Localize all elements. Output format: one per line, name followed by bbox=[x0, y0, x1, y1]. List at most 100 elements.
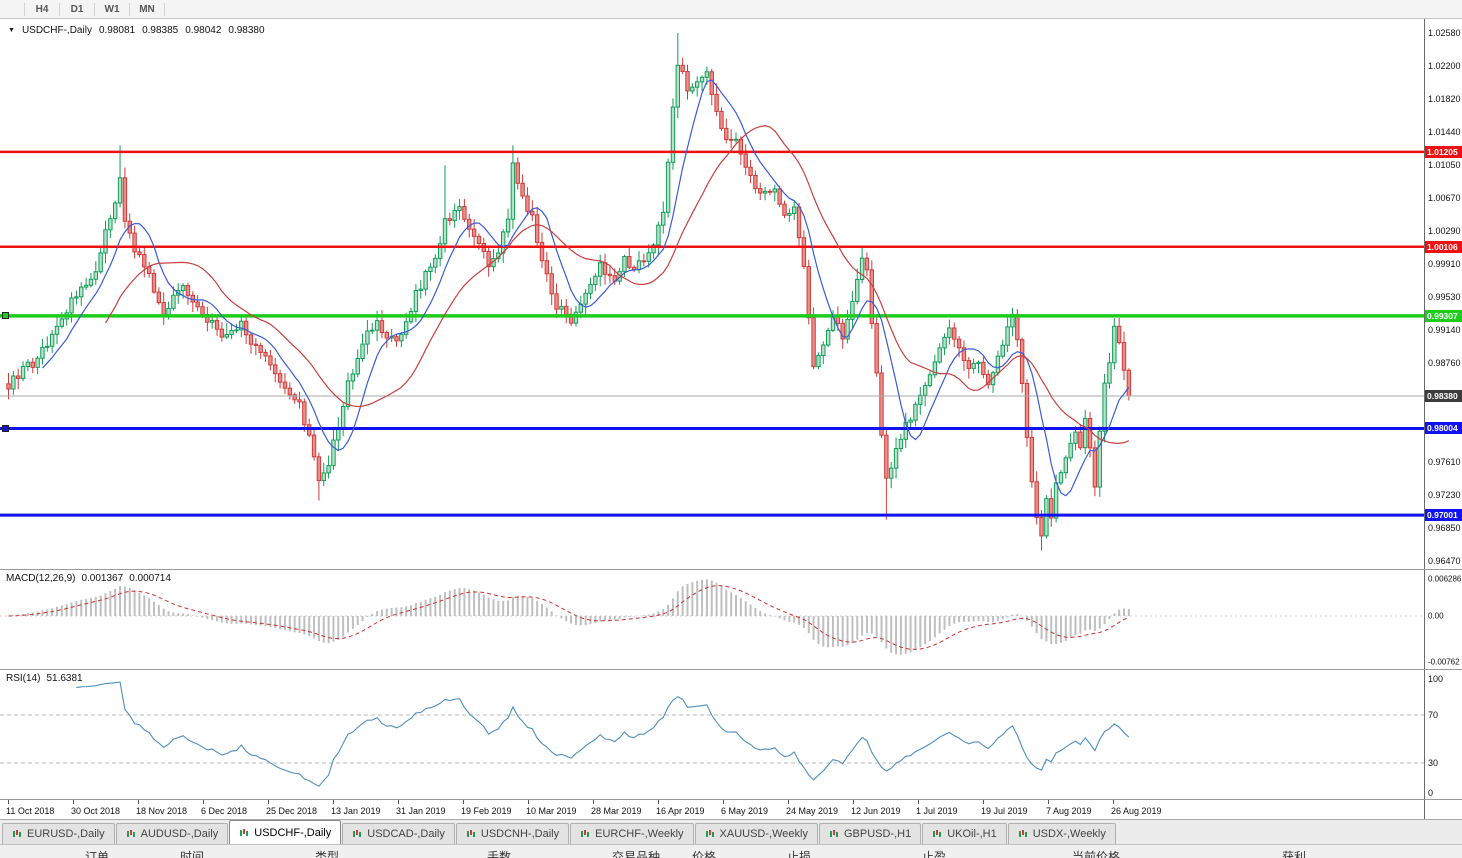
macd-indicator[interactable] bbox=[0, 570, 1424, 669]
date-label: 11 Oct 2018 bbox=[6, 806, 55, 816]
rsi-plot[interactable]: RSI(14) 51.6381 bbox=[0, 670, 1424, 799]
candlestick-chart[interactable] bbox=[0, 19, 1424, 569]
date-tick-mark bbox=[1113, 800, 1114, 804]
ohlc-low: 0.98042 bbox=[185, 25, 222, 36]
status-column-label: 手数 bbox=[487, 850, 512, 858]
status-column-label: 当前价格 bbox=[1072, 850, 1121, 858]
tab-label: USDCAD-,Daily bbox=[367, 828, 445, 840]
mini-chart-icon bbox=[12, 829, 22, 839]
rsi-name: RSI(14) bbox=[6, 673, 41, 684]
mini-chart-icon bbox=[466, 829, 476, 839]
price-tick: 1.00290 bbox=[1428, 225, 1461, 236]
rsi-axis-label: 30 bbox=[1428, 758, 1439, 768]
price-tick: 1.02580 bbox=[1428, 28, 1461, 38]
date-label: 18 Nov 2018 bbox=[136, 806, 188, 816]
mini-chart-icon bbox=[580, 829, 590, 839]
date-tick-mark bbox=[853, 800, 854, 804]
timeframe-button-mn[interactable]: MN bbox=[129, 2, 165, 16]
price-axis[interactable]: 1.02580 1.02200 1.01820 1.01440 1.01050 1.006… bbox=[1424, 19, 1462, 569]
price-tick: 0.99530 bbox=[1428, 291, 1461, 302]
macd-name: MACD(12,26,9) bbox=[6, 573, 76, 584]
rsi-axis-label: 100 bbox=[1428, 674, 1444, 684]
status-column-label: 类型 bbox=[315, 850, 340, 858]
status-column-label: 获利 bbox=[1282, 850, 1307, 858]
date-tick-mark bbox=[203, 800, 204, 804]
date-label: 12 Jun 2019 bbox=[851, 806, 901, 816]
hline-price-tag: 1.01205 bbox=[1425, 145, 1462, 158]
date-label: 25 Dec 2018 bbox=[266, 806, 318, 816]
macd-plot[interactable]: MACD(12,26,9) 0.001367 0.000714 bbox=[0, 570, 1424, 669]
chart-tab-gbpusd-h1[interactable]: GBPUSD-,H1 bbox=[818, 823, 922, 844]
mini-chart-icon bbox=[932, 829, 942, 839]
chart-tab-usdchf-daily[interactable]: USDCHF-,Daily bbox=[229, 820, 342, 844]
mini-chart-icon bbox=[352, 829, 362, 839]
tab-label: XAUUSD-,Weekly bbox=[719, 828, 808, 840]
macd-axis-label: 0.00 bbox=[1428, 611, 1444, 621]
price-tick: 0.98760 bbox=[1428, 358, 1461, 369]
date-tick-mark bbox=[1048, 800, 1049, 804]
timeframe-button-w1[interactable]: W1 bbox=[94, 2, 129, 16]
rsi-label: RSI(14) 51.6381 bbox=[6, 673, 83, 684]
chart-tab-eurusd-daily[interactable]: EURUSD-,Daily bbox=[2, 823, 115, 844]
date-tick-mark bbox=[333, 800, 334, 804]
date-tick-mark bbox=[593, 800, 594, 804]
price-tick: 0.99140 bbox=[1428, 325, 1461, 336]
rsi-indicator[interactable] bbox=[0, 670, 1424, 799]
date-label: 6 Dec 2018 bbox=[201, 806, 248, 816]
mini-chart-icon bbox=[1018, 829, 1028, 839]
symbol-label: USDCHF-,Daily bbox=[21, 25, 92, 36]
date-label: 28 Mar 2019 bbox=[591, 806, 642, 816]
date-label: 6 May 2019 bbox=[721, 806, 769, 816]
timeframe-button-h4[interactable]: H4 bbox=[24, 2, 59, 16]
date-label: 16 Apr 2019 bbox=[656, 806, 705, 816]
timeframe-button-d1[interactable]: D1 bbox=[59, 2, 94, 16]
chart-tab-xauusd-weekly[interactable]: XAUUSD-,Weekly bbox=[694, 823, 818, 844]
rsi-axis-label: 0 bbox=[1428, 788, 1434, 798]
mini-chart-icon bbox=[829, 829, 839, 839]
date-label: 1 Jul 2019 bbox=[916, 806, 958, 816]
price-tick: 0.96470 bbox=[1428, 556, 1461, 566]
chart-tab-usdcad-daily[interactable]: USDCAD-,Daily bbox=[342, 823, 455, 844]
price-tick: 0.99910 bbox=[1428, 258, 1461, 269]
tab-label: UKOil-,H1 bbox=[947, 828, 997, 840]
macd-axis-label: -0.00762 bbox=[1428, 657, 1460, 667]
date-tick-mark bbox=[8, 800, 9, 804]
date-tick-mark bbox=[398, 800, 399, 804]
chart-tab-eurchf-weekly[interactable]: EURCHF-,Weekly bbox=[570, 823, 694, 844]
main-chart-plot[interactable]: ▼ USDCHF-,Daily 0.98081 0.98385 0.98042 … bbox=[0, 19, 1424, 569]
status-column-label: 订单 bbox=[85, 850, 110, 858]
hline-price-tag: 0.97001 bbox=[1425, 509, 1462, 522]
mini-chart-icon bbox=[239, 828, 249, 838]
ohlc-close: 0.98380 bbox=[228, 25, 265, 36]
chart-tab-ukoil-h1[interactable]: UKOil-,H1 bbox=[922, 823, 1007, 844]
date-label: 7 Aug 2019 bbox=[1046, 806, 1092, 816]
date-label: 13 Jan 2019 bbox=[331, 806, 381, 816]
date-label: 24 May 2019 bbox=[786, 806, 839, 816]
chart-tab-usdx-weekly[interactable]: USDX-,Weekly bbox=[1007, 823, 1116, 844]
date-label: 10 Mar 2019 bbox=[526, 806, 577, 816]
chart-tab-audusd-daily[interactable]: AUDUSD-,Daily bbox=[115, 823, 229, 844]
price-tick: 1.01050 bbox=[1428, 160, 1461, 171]
date-tick-mark bbox=[528, 800, 529, 804]
tab-label: USDX-,Weekly bbox=[1032, 828, 1106, 840]
tab-label: EURCHF-,Weekly bbox=[595, 828, 684, 840]
status-column-label: 止盈 bbox=[922, 850, 947, 858]
macd-axis[interactable]: 0.006286 0.00 -0.00762 bbox=[1424, 570, 1462, 669]
rsi-axis-label: 70 bbox=[1428, 710, 1439, 720]
price-tick: 1.02200 bbox=[1428, 60, 1461, 71]
hline-handle[interactable] bbox=[2, 312, 9, 320]
tab-label: GBPUSD-,H1 bbox=[843, 828, 912, 840]
current-price-tag: 0.98380 bbox=[1425, 389, 1462, 402]
hline-handle[interactable] bbox=[2, 424, 9, 432]
collapse-icon[interactable]: ▼ bbox=[8, 27, 15, 34]
tab-label: USDCNH-,Daily bbox=[480, 828, 560, 840]
time-axis[interactable]: 11 Oct 2018 30 Oct 2018 18 Nov 2018 6 Dec 2… bbox=[0, 799, 1462, 819]
chart-ohlc-header: ▼ USDCHF-,Daily 0.98081 0.98385 0.98042 … bbox=[8, 25, 265, 36]
price-tick: 1.01440 bbox=[1428, 126, 1461, 137]
rsi-panel: RSI(14) 51.6381 100 70 30 0 bbox=[0, 669, 1462, 799]
macd-label: MACD(12,26,9) 0.001367 0.000714 bbox=[6, 573, 171, 584]
tab-label: EURUSD-,Daily bbox=[27, 828, 105, 840]
date-label: 19 Feb 2019 bbox=[461, 806, 512, 816]
rsi-axis[interactable]: 100 70 30 0 bbox=[1424, 670, 1462, 799]
chart-tab-usdcnh-daily[interactable]: USDCNH-,Daily bbox=[455, 823, 570, 844]
